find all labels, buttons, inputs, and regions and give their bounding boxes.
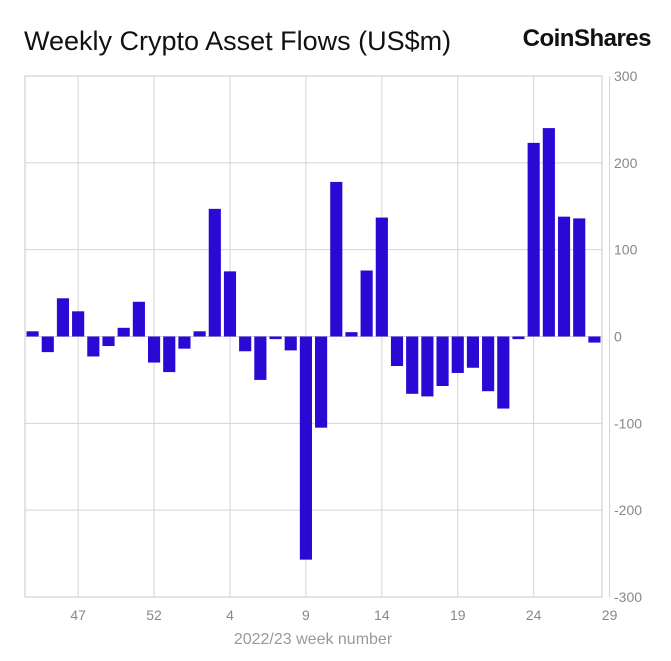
x-axis-label: 2022/23 week number [234, 631, 393, 648]
bar-week-19 [436, 336, 449, 386]
bar-week-17 [406, 336, 419, 394]
bar-week-27 [557, 216, 571, 337]
brand-logo: CoinShares [522, 25, 652, 52]
bar-week-6 [239, 336, 252, 352]
bar-week-23 [497, 336, 510, 409]
x-tick-label: 4 [226, 607, 234, 623]
bar-week-13 [345, 332, 358, 337]
bar-week-52 [147, 336, 161, 363]
bar-week-28 [573, 218, 586, 337]
x-tick-label: 47 [70, 607, 86, 623]
bar-week-29 [588, 336, 601, 343]
bar-week-3 [193, 331, 206, 337]
y-tick-label: 200 [614, 155, 638, 171]
bar-week-50 [117, 327, 130, 337]
bar-week-4 [208, 208, 221, 337]
bar-week-48 [87, 336, 100, 357]
x-tick-label: 24 [526, 607, 542, 623]
bar-week-16 [390, 336, 404, 367]
bar-week-2 [178, 336, 191, 349]
bar-week-14 [360, 270, 373, 337]
y-tick-label: 100 [614, 242, 638, 258]
bar-week-9 [284, 336, 297, 351]
bar-week-18 [421, 336, 434, 397]
bar-week-10 [299, 336, 312, 560]
bar-week-26 [542, 128, 555, 337]
bar-week-1 [163, 336, 176, 373]
bar-week-51 [132, 301, 145, 337]
bar-week-21 [466, 336, 480, 368]
x-tick-label: 9 [302, 607, 310, 623]
bar-week-49 [102, 336, 115, 347]
y-tick-label: -100 [614, 415, 642, 431]
bar-week-45 [41, 336, 54, 353]
y-tick-label: 300 [614, 68, 638, 84]
bar-week-22 [482, 336, 495, 392]
bar-week-15 [375, 217, 388, 337]
bar-week-44 [26, 331, 39, 337]
x-tick-label: 52 [146, 607, 162, 623]
x-tick-label: 14 [374, 607, 390, 623]
bar-week-20 [451, 336, 464, 373]
y-tick-label: 0 [614, 329, 622, 345]
bar-week-12 [330, 181, 343, 337]
y-tick-labels: -300 -200 -100 0 100 200 300 [614, 68, 642, 605]
y-tick-label: -200 [614, 502, 642, 518]
bar-week-24 [512, 336, 525, 340]
bar-week-47 [72, 311, 85, 337]
y-tick-label: -300 [614, 589, 642, 605]
bar-week-25 [527, 142, 540, 337]
x-tick-label: 29 [602, 607, 618, 623]
bar-week-5 [223, 271, 237, 337]
bars-group [26, 128, 601, 560]
plot-frame [24, 75, 603, 598]
x-tick-labels: 47 52 4 9 14 19 24 29 [70, 607, 617, 623]
bar-week-46 [56, 298, 70, 337]
chart-title: Weekly Crypto Asset Flows (US$m) [24, 26, 452, 56]
bar-week-11 [315, 336, 328, 428]
bar-week-7 [254, 336, 267, 380]
bar-week-8 [269, 336, 282, 340]
x-tick-label: 19 [450, 607, 466, 623]
